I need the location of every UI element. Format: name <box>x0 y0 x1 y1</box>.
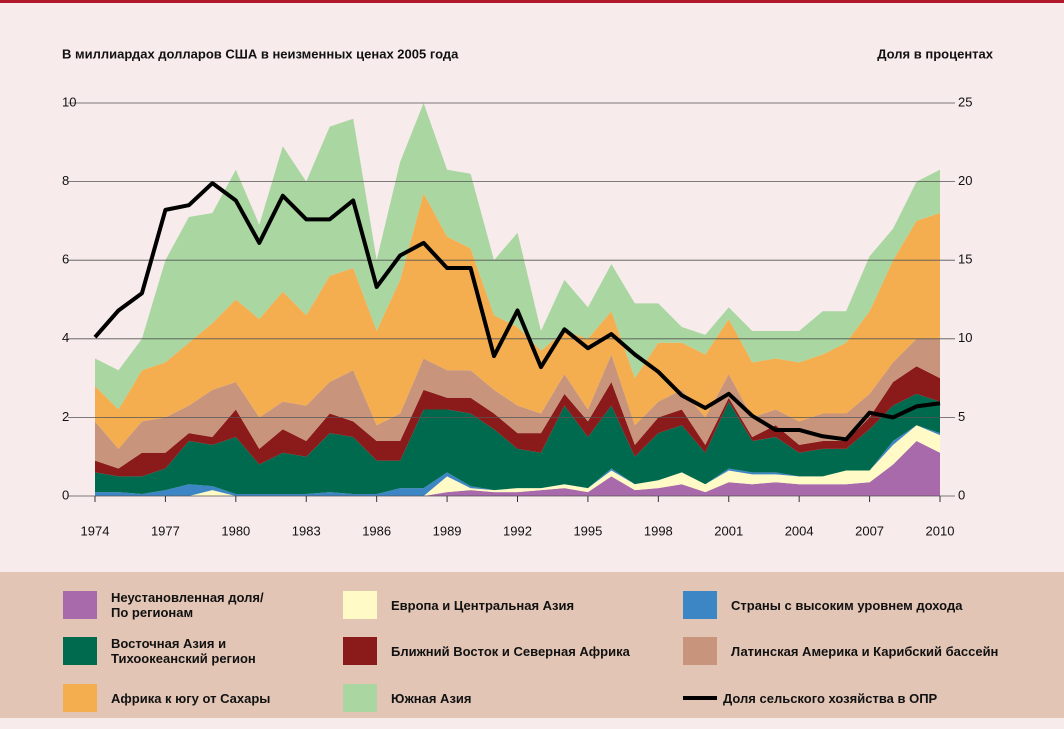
legend-label: Ближний Восток и Северная Африка <box>391 643 630 659</box>
y2-axis-label: Доля в процентах <box>877 46 994 61</box>
legend-swatch <box>683 696 717 700</box>
x-tick-label: 1992 <box>503 523 532 538</box>
x-tick-label: 1989 <box>433 523 462 538</box>
legend-label: Восточная Азия и Тихоокеанский регион <box>111 636 256 666</box>
y-tick-label: 6 <box>62 252 69 267</box>
area-series <box>95 366 940 477</box>
legend-item: Доля сельского хозяйства в ОПР <box>683 683 937 713</box>
x-tick-label: 1995 <box>573 523 602 538</box>
y-tick-label: 4 <box>62 330 69 345</box>
y-tick-label: 8 <box>62 173 69 188</box>
x-tick-label: 1980 <box>221 523 250 538</box>
legend-item: Южная Азия <box>343 683 472 713</box>
x-tick-label: 1986 <box>362 523 391 538</box>
legend-item: Страны с высоким уровнем дохода <box>683 590 962 620</box>
y-tick-label: 0 <box>62 487 69 502</box>
legend-label: Латинская Америка и Карибский бассейн <box>731 643 999 659</box>
y-axis-label: В миллиардах долларов США в неизменных ц… <box>62 46 459 61</box>
area-series <box>95 425 940 496</box>
y2-tick-label: 15 <box>958 252 972 267</box>
x-tick-label: 2010 <box>926 523 955 538</box>
legend-item: Неустановленная доля/ По регионам <box>63 590 264 620</box>
y2-tick-label: 0 <box>958 487 965 502</box>
legend: Неустановленная доля/ По регионам Европа … <box>0 572 1064 718</box>
x-tick-label: 1974 <box>81 523 110 538</box>
area-series <box>95 338 940 469</box>
x-tick-label: 2004 <box>785 523 814 538</box>
legend-item: Латинская Америка и Карибский бассейн <box>683 636 998 666</box>
legend-swatch <box>683 591 717 619</box>
top-rule <box>0 0 1064 3</box>
legend-swatch <box>683 637 717 665</box>
y2-tick-label: 5 <box>958 409 965 424</box>
legend-label: Южная Азия <box>391 690 472 706</box>
chart: В миллиардах долларов США в неизменных ц… <box>0 0 1064 538</box>
legend-item: Восточная Азия и Тихоокеанский регион <box>63 636 256 666</box>
x-tick-label: 1998 <box>644 523 673 538</box>
legend-swatch <box>343 591 377 619</box>
y2-tick-label: 20 <box>958 173 972 188</box>
legend-swatch <box>343 637 377 665</box>
legend-item: Ближний Восток и Северная Африка <box>343 636 630 666</box>
y2-tick-label: 10 <box>958 330 972 345</box>
x-tick-label: 2007 <box>855 523 884 538</box>
legend-item: Африка к югу от Сахары <box>63 683 270 713</box>
legend-swatch <box>63 684 97 712</box>
legend-swatch <box>343 684 377 712</box>
area-series <box>95 393 940 495</box>
y2-tick-label: 25 <box>958 94 972 109</box>
legend-label: Африка к югу от Сахары <box>111 690 271 706</box>
legend-label: Страны с высоким уровнем дохода <box>731 597 963 613</box>
area-series <box>95 193 940 449</box>
x-tick-label: 2001 <box>714 523 743 538</box>
legend-label: Доля сельского хозяйства в ОПР <box>723 690 938 706</box>
line-series <box>93 181 941 442</box>
area-series <box>95 425 940 496</box>
y-tick-label: 10 <box>62 94 76 109</box>
x-tick-label: 1977 <box>151 523 180 538</box>
legend-swatch <box>63 637 97 665</box>
area-series <box>95 103 940 410</box>
y-tick-label: 2 <box>62 409 69 424</box>
legend-swatch <box>63 591 97 619</box>
legend-label: Неустановленная доля/ По регионам <box>111 590 264 620</box>
legend-item: Европа и Центральная Азия <box>343 590 574 620</box>
x-tick-label: 1983 <box>292 523 321 538</box>
legend-label: Европа и Центральная Азия <box>391 597 575 613</box>
